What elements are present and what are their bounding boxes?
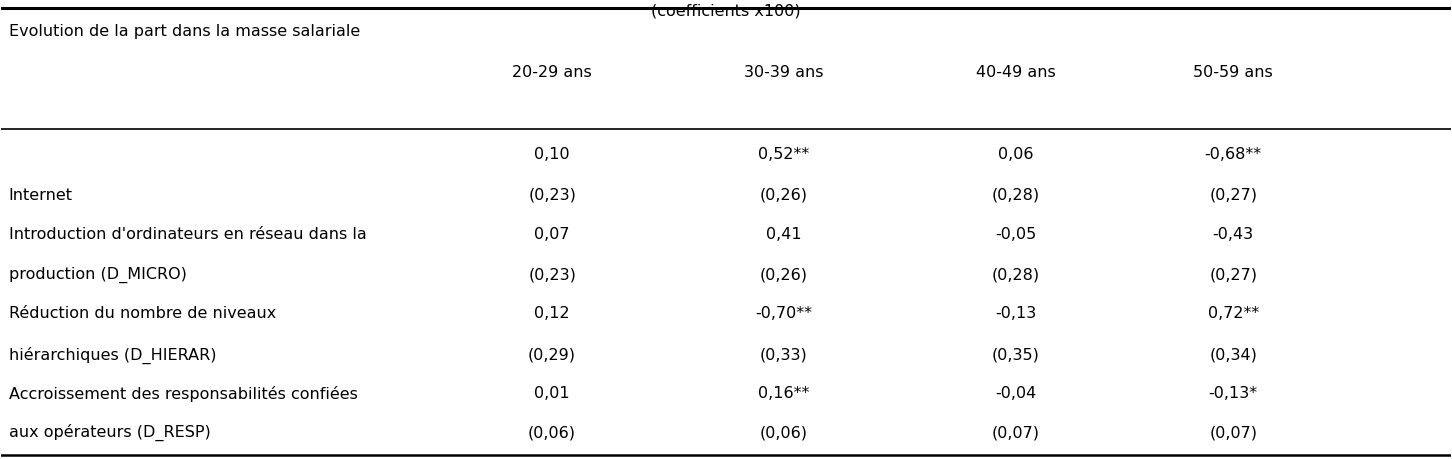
Text: (0,07): (0,07): [1210, 425, 1257, 440]
Text: 0,16**: 0,16**: [758, 386, 810, 401]
Text: 30-39 ans: 30-39 ans: [745, 65, 823, 79]
Text: (0,33): (0,33): [759, 347, 807, 363]
Text: 0,52**: 0,52**: [758, 147, 810, 162]
Text: 20-29 ans: 20-29 ans: [513, 65, 592, 79]
Text: -0,68**: -0,68**: [1205, 147, 1262, 162]
Text: production (D_MICRO): production (D_MICRO): [9, 267, 186, 283]
Text: (0,28): (0,28): [992, 268, 1040, 283]
Text: 50-59 ans: 50-59 ans: [1194, 65, 1273, 79]
Text: 0,07: 0,07: [534, 227, 569, 241]
Text: (coefficients x100): (coefficients x100): [650, 4, 802, 19]
Text: (0,34): (0,34): [1210, 347, 1257, 363]
Text: (0,07): (0,07): [992, 425, 1040, 440]
Text: 0,10: 0,10: [534, 147, 569, 162]
Text: (0,26): (0,26): [759, 268, 807, 283]
Text: Evolution de la part dans la masse salariale: Evolution de la part dans la masse salar…: [9, 23, 360, 39]
Text: (0,28): (0,28): [992, 188, 1040, 203]
Text: (0,27): (0,27): [1210, 268, 1257, 283]
Text: (0,27): (0,27): [1210, 188, 1257, 203]
Text: (0,26): (0,26): [759, 188, 807, 203]
Text: (0,23): (0,23): [529, 188, 576, 203]
Text: Internet: Internet: [9, 188, 73, 203]
Text: Accroissement des responsabilités confiées: Accroissement des responsabilités confié…: [9, 386, 357, 402]
Text: -0,04: -0,04: [995, 386, 1037, 401]
Text: 0,12: 0,12: [534, 307, 569, 321]
Text: Réduction du nombre de niveaux: Réduction du nombre de niveaux: [9, 307, 276, 321]
Text: (0,06): (0,06): [759, 425, 807, 440]
Text: -0,13: -0,13: [995, 307, 1037, 321]
Text: -0,13*: -0,13*: [1208, 386, 1257, 401]
Text: 0,72**: 0,72**: [1208, 307, 1259, 321]
Text: aux opérateurs (D_RESP): aux opérateurs (D_RESP): [9, 424, 211, 441]
Text: (0,35): (0,35): [992, 347, 1040, 363]
Text: -0,43: -0,43: [1212, 227, 1253, 241]
Text: (0,29): (0,29): [529, 347, 576, 363]
Text: 40-49 ans: 40-49 ans: [976, 65, 1056, 79]
Text: (0,23): (0,23): [529, 268, 576, 283]
Text: -0,70**: -0,70**: [755, 307, 813, 321]
Text: 0,01: 0,01: [534, 386, 569, 401]
Text: 0,06: 0,06: [998, 147, 1034, 162]
Text: -0,05: -0,05: [995, 227, 1037, 241]
Text: Introduction d'ordinateurs en réseau dans la: Introduction d'ordinateurs en réseau dan…: [9, 227, 366, 241]
Text: 0,41: 0,41: [767, 227, 802, 241]
Text: (0,06): (0,06): [529, 425, 576, 440]
Text: hiérarchiques (D_HIERAR): hiérarchiques (D_HIERAR): [9, 347, 216, 364]
